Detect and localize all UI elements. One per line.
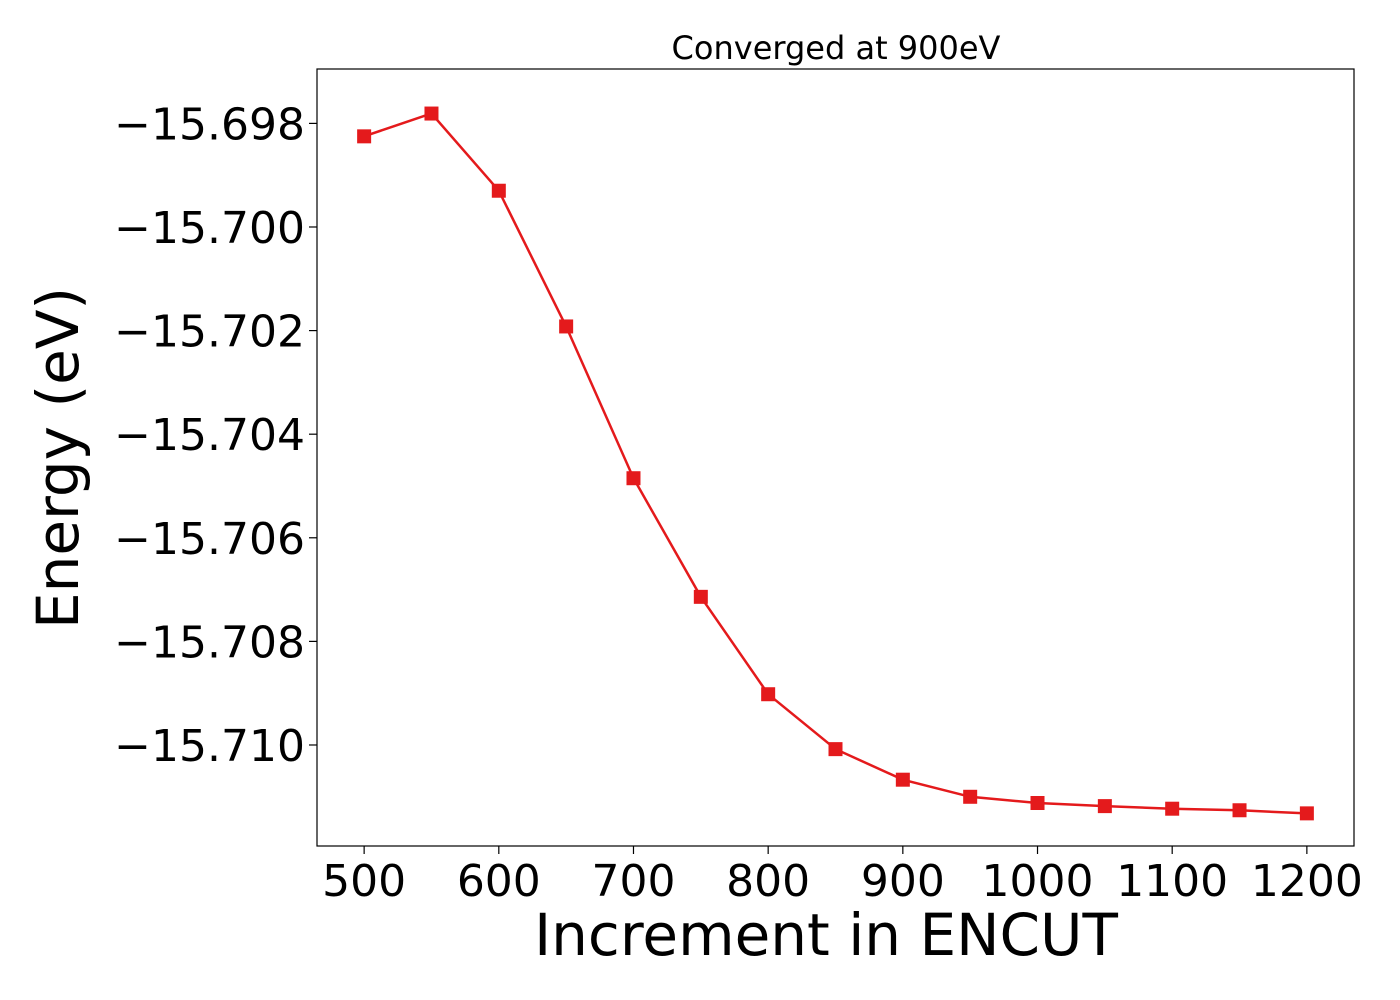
data-point	[1232, 803, 1247, 818]
data-point	[424, 106, 439, 121]
y-tick-label: −15.708	[114, 617, 305, 668]
x-tick-label: 1000	[982, 856, 1094, 907]
plot-frame	[316, 68, 1355, 847]
plot-area	[357, 106, 1314, 821]
y-axis-ticks: −15.698 −15.700 −15.702 −15.704 −15.706 −15.7…	[114, 99, 317, 772]
data-point	[559, 319, 574, 334]
data-point	[1097, 799, 1112, 814]
x-tick-label: 600	[457, 856, 541, 907]
data-point	[761, 687, 776, 702]
y-tick-label: −15.698	[114, 99, 305, 150]
x-axis-ticks: 500 600 700 800 900 1000 1100 1200	[322, 846, 1363, 907]
y-tick-label: −15.704	[114, 410, 305, 461]
x-tick-label: 1100	[1116, 856, 1228, 907]
data-point	[1030, 796, 1045, 811]
x-axis-label: Increment in ENCUT	[534, 901, 1118, 969]
x-tick-label: 800	[726, 856, 810, 907]
y-axis-label: Energy (eV)	[24, 287, 92, 629]
series-line	[363, 112, 1307, 815]
x-tick-label: 500	[322, 856, 406, 907]
data-point	[626, 471, 641, 486]
y-tick-label: −15.710	[114, 721, 305, 772]
data-point	[1299, 806, 1314, 821]
y-tick-label: −15.702	[114, 307, 305, 358]
x-tick-label: 700	[591, 856, 675, 907]
data-point	[693, 589, 708, 604]
chart-title: Converged at 900eV	[672, 29, 1001, 67]
data-point	[357, 129, 372, 144]
data-point	[828, 742, 843, 757]
x-tick-label: 1200	[1251, 856, 1363, 907]
data-point	[491, 183, 506, 198]
data-point	[1165, 801, 1180, 816]
y-tick-label: −15.700	[114, 203, 305, 254]
data-point	[963, 789, 978, 804]
data-point	[895, 772, 910, 787]
y-tick-label: −15.706	[114, 514, 305, 565]
x-tick-label: 900	[861, 856, 945, 907]
